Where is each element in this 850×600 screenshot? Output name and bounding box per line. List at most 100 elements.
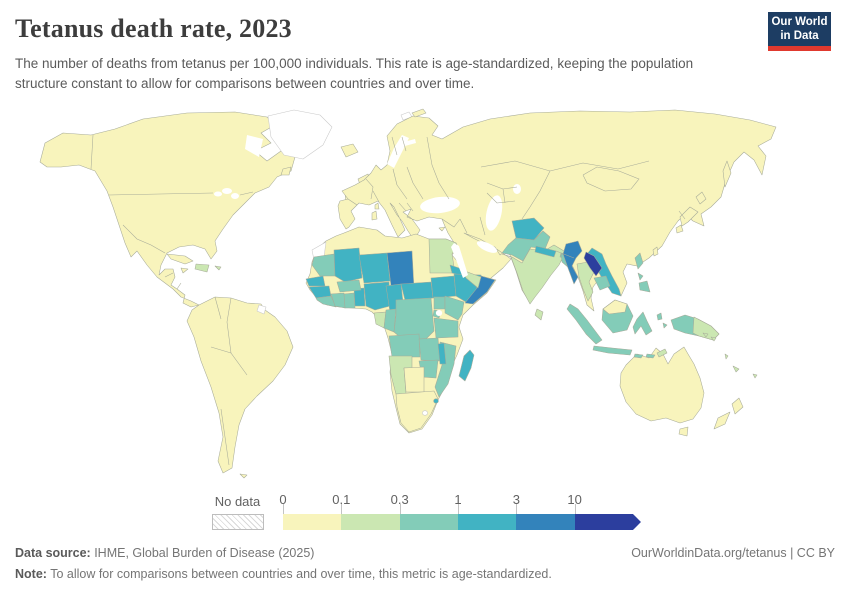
region-cambodia[interactable] xyxy=(593,275,611,291)
legend-bar xyxy=(283,514,641,530)
region-nepal[interactable] xyxy=(534,245,557,258)
region-eswatini[interactable] xyxy=(433,398,439,404)
legend-tick-label: 10 xyxy=(567,492,582,507)
region-sri-lanka[interactable] xyxy=(534,308,544,321)
region-fiji[interactable] xyxy=(752,373,758,379)
region-solomon-islands[interactable] xyxy=(702,332,717,342)
legend-bin-0.1[interactable] xyxy=(341,514,400,530)
region-corsica[interactable] xyxy=(374,202,380,210)
legend-tick-label: 0 xyxy=(279,492,287,507)
region-india[interactable] xyxy=(501,244,575,305)
note-label: Note: xyxy=(15,566,47,581)
world-map xyxy=(35,106,815,480)
legend-tick-label: 0.3 xyxy=(390,492,409,507)
region-sumatra[interactable] xyxy=(566,303,603,345)
footer-link[interactable]: OurWorldinData.org/tetanus | CC BY xyxy=(631,546,835,560)
region-burkina-faso[interactable] xyxy=(336,279,362,293)
region-madagascar[interactable] xyxy=(458,349,475,382)
region-new-caledonia[interactable] xyxy=(732,365,740,373)
region-pakistan[interactable] xyxy=(501,230,551,262)
legend-bin-1[interactable] xyxy=(457,514,517,530)
region-tasmania[interactable] xyxy=(678,426,689,437)
legend-bin-0.3[interactable] xyxy=(399,514,458,530)
region-ghana[interactable] xyxy=(343,292,356,309)
region-somalia[interactable] xyxy=(464,275,496,305)
country-borders xyxy=(90,134,686,466)
chart-header: Tetanus death rate, 2023 The number of d… xyxy=(15,14,755,95)
footer-left: Data source: IHME, Global Burden of Dise… xyxy=(15,543,655,584)
region-mozambique[interactable] xyxy=(434,341,457,398)
region-afghanistan[interactable] xyxy=(511,217,545,241)
sea-black-sea xyxy=(420,196,460,214)
region-malaysia-borneo[interactable] xyxy=(602,299,628,315)
region-greenland[interactable] xyxy=(267,109,333,160)
note-text: To allow for comparisons between countri… xyxy=(46,566,552,581)
region-timor[interactable] xyxy=(656,348,668,358)
region-japan[interactable] xyxy=(675,191,707,234)
map-legend: No data 0 0.1 0.3 1 3 10 xyxy=(0,492,850,536)
region-philippines[interactable] xyxy=(634,252,651,293)
region-novaya-zemlya[interactable] xyxy=(411,108,427,118)
region-south-sudan[interactable] xyxy=(430,275,457,299)
region-kenya[interactable] xyxy=(444,295,465,321)
legend-tick xyxy=(457,504,459,514)
page-title: Tetanus death rate, 2023 xyxy=(15,14,292,43)
data-source-text: IHME, Global Burden of Disease (2025) xyxy=(90,546,315,560)
region-new-zealand[interactable] xyxy=(713,397,744,430)
owid-logo-line2: in Data xyxy=(780,30,819,42)
region-central-african-republic[interactable] xyxy=(400,281,434,301)
region-lesotho[interactable] xyxy=(422,410,428,416)
region-nigeria[interactable] xyxy=(363,281,391,311)
region-moluccas[interactable] xyxy=(656,312,668,329)
region-java[interactable] xyxy=(592,345,633,356)
region-taiwan[interactable] xyxy=(652,246,659,257)
lake-victoria xyxy=(435,310,443,316)
region-mali[interactable] xyxy=(333,247,363,283)
region-sakhalin[interactable] xyxy=(722,160,732,188)
region-south-africa[interactable] xyxy=(395,390,439,433)
legend-tick xyxy=(399,504,401,514)
region-malawi[interactable] xyxy=(437,342,447,365)
region-newfoundland[interactable] xyxy=(280,166,292,176)
region-north-america[interactable] xyxy=(39,111,296,308)
region-cyprus[interactable] xyxy=(438,226,446,232)
region-tanzania[interactable] xyxy=(433,317,459,339)
region-australia[interactable] xyxy=(619,346,705,424)
region-falklands[interactable] xyxy=(239,473,248,479)
legend-no-data-swatch[interactable] xyxy=(212,514,264,530)
region-laos[interactable] xyxy=(583,251,603,277)
region-french-guiana[interactable] xyxy=(256,304,267,315)
sea-aral xyxy=(513,184,521,194)
legend-bin-0[interactable] xyxy=(283,514,342,530)
legend-bin-3[interactable] xyxy=(516,514,575,530)
region-uganda[interactable] xyxy=(433,296,446,310)
region-myanmar[interactable] xyxy=(562,240,583,285)
region-eurasia[interactable] xyxy=(337,109,777,312)
legend-tick xyxy=(574,504,576,514)
region-puerto-rico[interactable] xyxy=(214,265,222,271)
region-iceland[interactable] xyxy=(340,143,359,158)
legend-no-data-label: No data xyxy=(214,494,261,509)
legend-tick xyxy=(283,504,284,514)
lake-great-lakes xyxy=(214,188,239,199)
region-lesser-sunda[interactable] xyxy=(633,353,656,359)
region-jamaica[interactable] xyxy=(180,267,189,274)
legend-bin-10[interactable] xyxy=(575,514,641,530)
region-sardinia[interactable] xyxy=(371,210,378,221)
region-south-america[interactable] xyxy=(186,296,294,474)
owid-logo[interactable]: Our World in Data xyxy=(768,12,831,51)
region-mauritania[interactable] xyxy=(311,253,336,277)
chart-subtitle: The number of deaths from tetanus per 10… xyxy=(15,56,694,92)
region-sierra-leone-liberia[interactable] xyxy=(315,295,337,308)
sea-caspian xyxy=(485,195,503,231)
region-niger[interactable] xyxy=(358,252,391,284)
region-vanuatu[interactable] xyxy=(724,353,729,360)
region-botswana[interactable] xyxy=(403,366,425,393)
region-cuba[interactable] xyxy=(166,253,194,265)
region-sulawesi[interactable] xyxy=(632,311,653,336)
region-chad[interactable] xyxy=(386,250,415,289)
legend-tick xyxy=(341,504,343,514)
region-angola[interactable] xyxy=(388,333,421,358)
region-zambia[interactable] xyxy=(418,337,441,362)
region-hispaniola[interactable] xyxy=(194,263,210,273)
